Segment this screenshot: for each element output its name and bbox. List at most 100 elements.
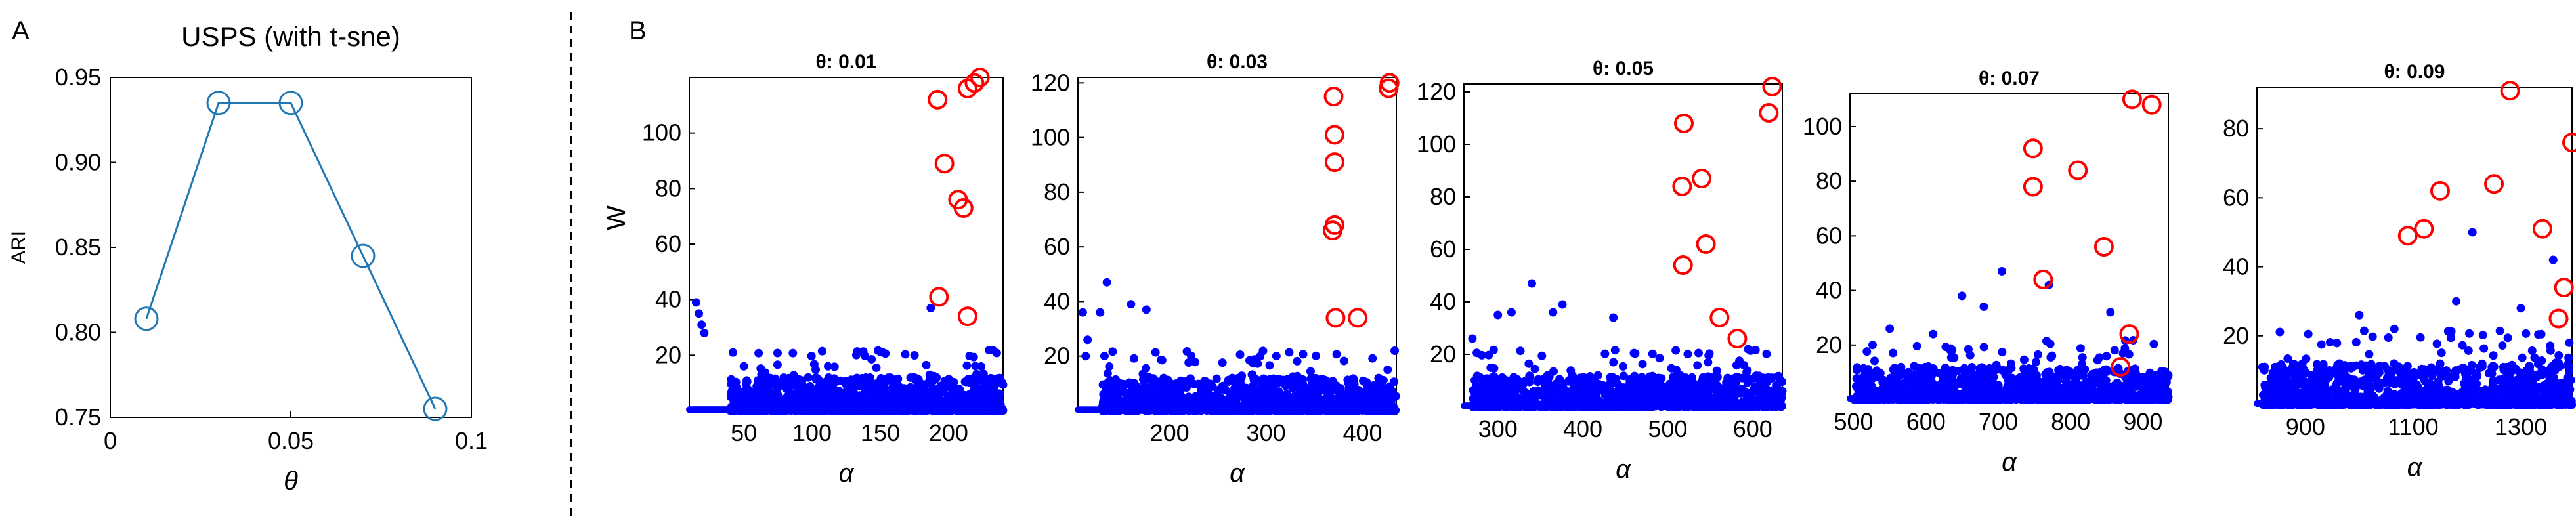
- scatter-point-b1: [914, 375, 923, 384]
- scatter-point-b1: [807, 352, 816, 361]
- x-tick-label-b4: 500: [1834, 408, 1873, 435]
- scatter-point-b3: [1558, 300, 1567, 309]
- y-tick-label-b1: 100: [642, 119, 681, 146]
- scatter-point-b3: [1671, 366, 1681, 375]
- plot-frame-b3: [1463, 83, 1783, 408]
- scatter-point-b1: [926, 303, 935, 312]
- scatter-point-b3: [1606, 389, 1615, 398]
- scatter-point-b1: [971, 362, 980, 371]
- scatter-point-b1: [985, 346, 994, 355]
- scatter-point-b3: [1590, 402, 1599, 411]
- scatter-point-b3: [1549, 367, 1558, 376]
- scatter-point-b1: [865, 379, 874, 388]
- scatter-point-b3: [1585, 371, 1595, 381]
- scatter-point-b1: [895, 385, 905, 394]
- chart-title-b1: θ: 0.01: [816, 51, 877, 73]
- scatter-point-b1: [765, 373, 775, 383]
- scatter-point-b2: [1157, 355, 1166, 364]
- highlighted-point-b2: [1324, 125, 1344, 145]
- scatter-point-b3: [1732, 361, 1741, 370]
- scatter-point-b3: [1619, 371, 1628, 381]
- scatter-point-b2: [1227, 375, 1236, 385]
- scatter-point-b1: [784, 387, 794, 396]
- scatter-point-b3: [1628, 388, 1637, 397]
- plot-frame-a: [110, 77, 472, 418]
- x-axis-label-b1: α: [839, 459, 855, 488]
- scatter-point-b1: [727, 388, 736, 397]
- scatter-point-b3: [1739, 386, 1748, 395]
- scatter-point-b3: [1594, 385, 1603, 394]
- scatter-point-b1: [922, 360, 931, 369]
- scatter-point-b3: [1492, 402, 1501, 411]
- highlighted-point-b1: [929, 287, 949, 307]
- highlighted-point-b1: [953, 198, 974, 218]
- scatter-point-b3: [1762, 349, 1771, 358]
- scatter-point-b3: [1549, 308, 1558, 317]
- scatter-point-b2: [1248, 370, 1257, 379]
- scatter-point-b2: [1299, 350, 1308, 359]
- scatter-point-b2: [1359, 376, 1368, 385]
- scatter-point-b3: [1762, 378, 1771, 387]
- scatter-point-b2: [1293, 371, 1302, 381]
- scatter-point-b2: [1381, 394, 1390, 403]
- y-tick-label-b2: 80: [1044, 178, 1070, 205]
- scatter-point-b3: [1704, 358, 1713, 367]
- scatter-point-b3: [1472, 348, 1482, 358]
- scatter-point-b2: [1243, 406, 1253, 415]
- scatter-point-b1: [739, 362, 748, 371]
- scatter-point-b1: [901, 350, 910, 359]
- scatter-point-b2: [1182, 346, 1191, 356]
- scatter-point-b1: [778, 406, 787, 415]
- scatter-point-b2: [1078, 308, 1087, 317]
- scatter-point-b1: [907, 403, 916, 412]
- scatter-point-b1: [972, 369, 981, 379]
- scatter-point-b1: [773, 348, 782, 358]
- scatter-point-b3: [1617, 388, 1626, 397]
- scatter-point-b1: [742, 376, 752, 385]
- scatter-points-b1: [686, 298, 1008, 415]
- scatter-point-b2: [1302, 394, 1312, 403]
- scatter-point-b3: [1729, 402, 1738, 411]
- scatter-point-b2: [1312, 406, 1321, 415]
- scatter-point-b1: [969, 352, 978, 362]
- scatter-point-b2: [1151, 348, 1160, 357]
- scatter-point-b2: [1191, 406, 1201, 415]
- scatter-point-b2: [1218, 358, 1227, 367]
- scatter-point-b3: [1705, 349, 1714, 358]
- highlighted-point-b2: [1323, 87, 1344, 107]
- scatter-point-b1: [754, 348, 763, 358]
- scatter-point-b2: [1281, 404, 1291, 413]
- y-tick-label-b3: 100: [1417, 131, 1456, 157]
- data-point-a: [278, 91, 303, 115]
- scatter-point-b3: [1655, 354, 1664, 363]
- scatter-point-b1: [836, 376, 845, 385]
- x-tick-label-b3: 300: [1478, 415, 1518, 442]
- y-tick-label-b4: 100: [1803, 113, 1842, 140]
- y-tick-label-b1: 40: [655, 286, 681, 313]
- scatter-point-b2: [1127, 300, 1136, 309]
- plot-frame-b2: [1077, 77, 1397, 411]
- plot-frame-b1: [689, 77, 1004, 411]
- scatter-point-b3: [1754, 402, 1763, 411]
- scatter-point-b2: [1237, 371, 1247, 381]
- scatter-point-b1: [773, 360, 782, 369]
- scatter-point-b3: [1498, 391, 1507, 400]
- scatter-point-b1: [853, 382, 863, 391]
- scatter-point-b3: [1688, 398, 1698, 408]
- scatter-point-b2: [1129, 354, 1138, 363]
- scatter-point-b3: [1529, 387, 1538, 396]
- scatter-point-b3: [1488, 378, 1497, 387]
- scatter-point-b2: [1102, 278, 1111, 287]
- y-tick-label-b3: 80: [1430, 183, 1456, 210]
- highlighted-point-b2: [1324, 152, 1344, 173]
- scatter-point-b2: [1290, 392, 1299, 401]
- scatter-point-b2: [1212, 374, 1221, 383]
- scatter-point-b2: [1321, 394, 1330, 403]
- scatter-point-b3: [1701, 394, 1710, 403]
- y-tick-label-b4: 20: [1816, 331, 1842, 358]
- scatter-point-b2: [1234, 402, 1243, 411]
- data-point-a: [134, 306, 159, 331]
- scatter-point-b2: [1374, 373, 1383, 383]
- scatter-point-b3: [1609, 313, 1618, 322]
- scatter-point-b2: [1235, 385, 1244, 394]
